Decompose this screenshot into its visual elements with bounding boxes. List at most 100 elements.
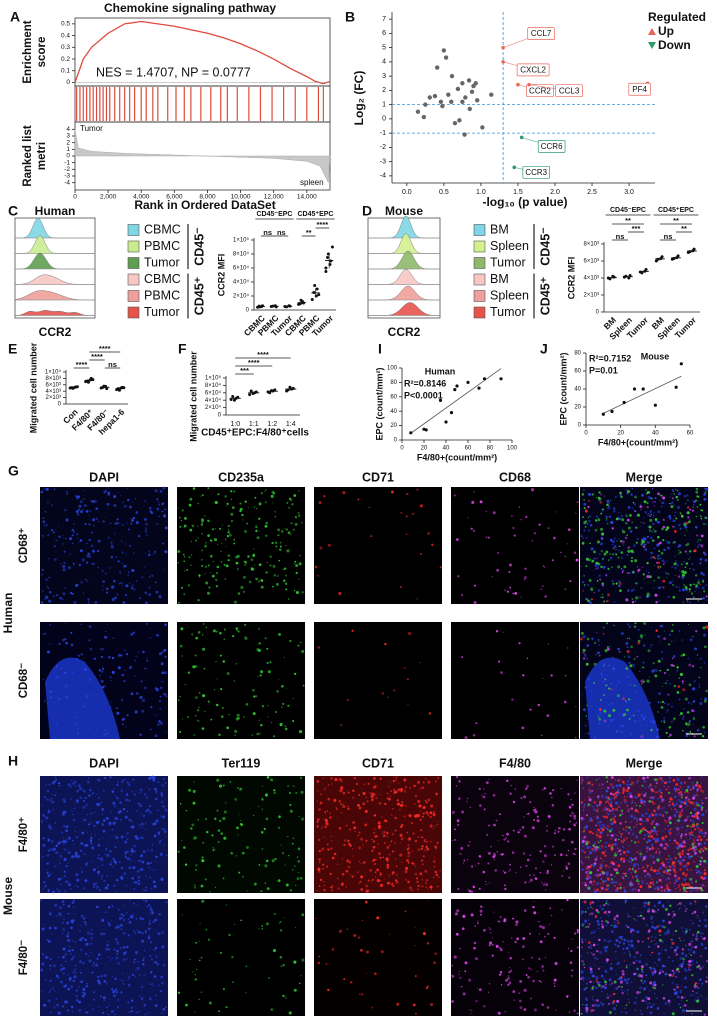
signal-dot bbox=[98, 838, 100, 841]
signal-dot bbox=[470, 890, 474, 893]
signal-dot bbox=[692, 716, 695, 718]
signal-dot bbox=[622, 846, 625, 849]
signal-dot bbox=[523, 576, 527, 580]
signal-dot bbox=[615, 784, 619, 788]
sig-label: **** bbox=[257, 350, 269, 359]
signal-dot bbox=[202, 694, 206, 698]
signal-dot bbox=[103, 974, 107, 977]
signal-dot bbox=[73, 899, 75, 902]
signal-dot bbox=[545, 883, 549, 887]
signal-dot bbox=[672, 720, 675, 722]
signal-dot bbox=[701, 877, 703, 879]
signal-dot bbox=[378, 852, 381, 855]
label-box bbox=[527, 27, 555, 40]
signal-dot bbox=[139, 917, 142, 920]
signal-dot bbox=[681, 808, 683, 811]
signal-dot bbox=[97, 539, 101, 543]
point bbox=[258, 305, 262, 309]
signal-dot bbox=[80, 948, 82, 950]
signal-dot bbox=[149, 941, 153, 944]
signal-dot bbox=[657, 781, 659, 783]
signal-dot bbox=[585, 537, 588, 539]
signal-dot bbox=[632, 502, 635, 504]
signal-dot bbox=[197, 502, 199, 505]
signal-dot bbox=[626, 708, 629, 712]
signal-dot bbox=[601, 675, 604, 677]
signal-dot bbox=[207, 534, 211, 538]
signal-dot bbox=[454, 828, 456, 831]
signal-dot bbox=[606, 622, 609, 625]
signal-dot bbox=[212, 847, 214, 849]
signal-dot bbox=[666, 679, 668, 681]
signal-dot bbox=[661, 527, 664, 531]
signal-dot bbox=[677, 492, 681, 496]
signal-dot bbox=[348, 842, 351, 846]
signal-dot bbox=[652, 802, 656, 805]
signal-dot bbox=[691, 509, 694, 512]
signal-dot bbox=[61, 932, 64, 935]
panel-label: C bbox=[8, 203, 18, 219]
signal-dot bbox=[645, 570, 648, 572]
signal-dot bbox=[606, 877, 610, 881]
signal-dot bbox=[624, 522, 628, 525]
signal-dot bbox=[81, 961, 85, 965]
signal-dot bbox=[394, 829, 397, 832]
signal-dot bbox=[65, 491, 68, 493]
signal-dot bbox=[101, 864, 104, 866]
signal-dot bbox=[651, 880, 655, 884]
signal-dot bbox=[322, 863, 325, 866]
signal-dot bbox=[677, 886, 680, 889]
signal-dot bbox=[610, 822, 614, 826]
signal-dot bbox=[372, 845, 376, 849]
signal-dot bbox=[700, 534, 704, 538]
signal-dot bbox=[660, 885, 663, 889]
signal-dot bbox=[369, 792, 371, 794]
signal-dot bbox=[636, 823, 638, 826]
signal-dot bbox=[479, 804, 482, 807]
signal-dot bbox=[103, 879, 106, 883]
signal-dot bbox=[110, 679, 112, 682]
signal-dot bbox=[649, 881, 653, 885]
y-tick-label: 4×10³ bbox=[583, 276, 599, 282]
signal-dot bbox=[117, 560, 120, 563]
signal-dot bbox=[252, 554, 256, 557]
signal-dot bbox=[615, 688, 617, 691]
signal-dot bbox=[657, 701, 660, 704]
signal-dot bbox=[433, 860, 436, 863]
signal-dot bbox=[242, 519, 244, 521]
signal-dot bbox=[629, 856, 633, 860]
signal-dot bbox=[337, 877, 339, 880]
signal-dot bbox=[689, 638, 693, 642]
signal-dot bbox=[372, 786, 376, 789]
signal-dot bbox=[161, 800, 164, 802]
signal-dot bbox=[120, 875, 124, 879]
signal-dot bbox=[599, 857, 602, 860]
signal-dot bbox=[668, 633, 671, 636]
signal-dot bbox=[505, 837, 508, 839]
signal-dot bbox=[111, 585, 115, 589]
signal-dot bbox=[605, 515, 608, 519]
signal-dot bbox=[657, 510, 661, 514]
signal-dot bbox=[547, 643, 549, 645]
signal-dot bbox=[221, 542, 223, 544]
signal-dot bbox=[635, 526, 638, 529]
histogram bbox=[368, 302, 441, 316]
signal-dot bbox=[597, 651, 600, 655]
signal-dot bbox=[650, 644, 653, 647]
signal-dot bbox=[588, 854, 590, 856]
signal-dot bbox=[148, 593, 152, 597]
signal-dot bbox=[100, 670, 104, 673]
point bbox=[679, 362, 683, 366]
signal-dot bbox=[675, 802, 678, 804]
signal-dot bbox=[693, 504, 695, 506]
channel-label: Ter119 bbox=[222, 756, 261, 770]
signal-dot bbox=[80, 870, 84, 874]
signal-dot bbox=[688, 798, 690, 801]
signal-dot bbox=[390, 490, 394, 494]
signal-dot bbox=[630, 861, 633, 864]
signal-dot bbox=[526, 858, 530, 862]
signal-dot bbox=[297, 859, 301, 863]
signal-dot bbox=[439, 566, 442, 569]
signal-dot bbox=[692, 687, 695, 691]
signal-dot bbox=[654, 887, 657, 890]
